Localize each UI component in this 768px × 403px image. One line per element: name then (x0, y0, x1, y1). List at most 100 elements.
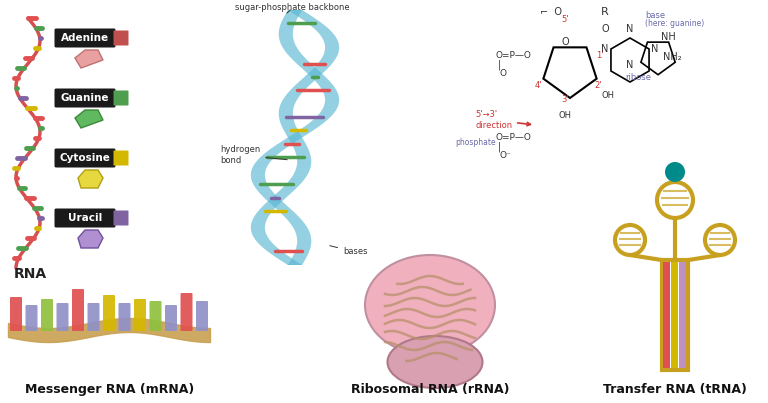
Polygon shape (279, 114, 293, 115)
Polygon shape (252, 180, 266, 181)
Polygon shape (294, 229, 309, 230)
Polygon shape (280, 39, 293, 40)
FancyBboxPatch shape (114, 210, 128, 226)
Polygon shape (260, 244, 273, 245)
Polygon shape (251, 226, 265, 227)
Polygon shape (323, 91, 337, 92)
Polygon shape (292, 58, 306, 59)
Polygon shape (310, 71, 325, 72)
Polygon shape (296, 154, 310, 155)
Polygon shape (312, 120, 326, 121)
Polygon shape (254, 164, 268, 165)
Polygon shape (254, 237, 268, 238)
Polygon shape (280, 104, 295, 105)
Polygon shape (309, 24, 323, 25)
Polygon shape (279, 29, 293, 30)
Circle shape (665, 162, 685, 182)
Polygon shape (321, 35, 335, 36)
Polygon shape (280, 212, 294, 213)
Polygon shape (276, 209, 291, 210)
Polygon shape (286, 13, 300, 14)
Polygon shape (297, 131, 312, 132)
Polygon shape (305, 76, 319, 77)
Polygon shape (296, 62, 310, 63)
Polygon shape (296, 153, 310, 154)
Polygon shape (325, 98, 339, 99)
Polygon shape (274, 207, 289, 208)
Polygon shape (296, 15, 310, 16)
Polygon shape (294, 172, 309, 173)
Polygon shape (297, 244, 311, 245)
FancyBboxPatch shape (55, 208, 115, 228)
Polygon shape (290, 260, 305, 261)
Polygon shape (301, 67, 316, 68)
Polygon shape (282, 188, 296, 189)
Polygon shape (257, 212, 271, 213)
Polygon shape (276, 208, 290, 209)
Polygon shape (296, 165, 311, 166)
Polygon shape (303, 77, 318, 78)
Polygon shape (251, 176, 265, 177)
Polygon shape (279, 32, 293, 33)
Text: OH: OH (558, 111, 571, 120)
Polygon shape (284, 97, 299, 98)
Polygon shape (264, 248, 279, 249)
Polygon shape (296, 233, 310, 234)
Polygon shape (290, 261, 304, 262)
Text: NH₂: NH₂ (663, 52, 681, 62)
Polygon shape (284, 139, 299, 140)
Text: Ribosomal RNA (rRNA): Ribosomal RNA (rRNA) (351, 384, 509, 397)
Polygon shape (297, 157, 311, 158)
Polygon shape (324, 42, 339, 43)
Polygon shape (264, 204, 279, 205)
FancyBboxPatch shape (165, 305, 177, 331)
Polygon shape (297, 162, 311, 163)
Polygon shape (297, 164, 311, 165)
Polygon shape (322, 37, 336, 38)
Polygon shape (257, 242, 272, 243)
Polygon shape (285, 217, 300, 218)
Polygon shape (325, 44, 339, 45)
Polygon shape (252, 234, 266, 235)
Polygon shape (312, 70, 326, 71)
Text: N: N (627, 60, 634, 70)
Polygon shape (291, 142, 305, 143)
Polygon shape (257, 161, 271, 162)
Polygon shape (279, 30, 293, 31)
FancyBboxPatch shape (114, 91, 128, 106)
Polygon shape (280, 108, 293, 109)
Polygon shape (286, 133, 300, 134)
Polygon shape (279, 117, 293, 118)
Polygon shape (293, 146, 307, 147)
Polygon shape (288, 137, 302, 138)
Polygon shape (295, 231, 310, 232)
Text: ⌐  O: ⌐ O (540, 7, 562, 17)
Polygon shape (255, 239, 270, 240)
Polygon shape (325, 100, 339, 101)
Polygon shape (296, 169, 310, 170)
Polygon shape (316, 29, 329, 30)
Polygon shape (306, 71, 319, 72)
Polygon shape (325, 101, 339, 102)
Polygon shape (319, 85, 333, 86)
Polygon shape (295, 252, 309, 253)
Polygon shape (323, 109, 336, 110)
Text: O: O (500, 69, 507, 78)
Polygon shape (283, 214, 296, 215)
Polygon shape (302, 128, 316, 129)
Polygon shape (294, 148, 308, 149)
Polygon shape (310, 72, 324, 73)
Polygon shape (281, 102, 296, 103)
Polygon shape (279, 34, 293, 35)
Polygon shape (285, 15, 299, 16)
Polygon shape (252, 169, 266, 170)
Polygon shape (273, 196, 287, 197)
Polygon shape (264, 197, 278, 198)
Polygon shape (315, 66, 329, 67)
Polygon shape (280, 118, 293, 119)
Polygon shape (323, 90, 336, 91)
Polygon shape (293, 257, 306, 258)
Polygon shape (290, 56, 304, 57)
Polygon shape (282, 20, 296, 21)
Polygon shape (268, 201, 283, 202)
